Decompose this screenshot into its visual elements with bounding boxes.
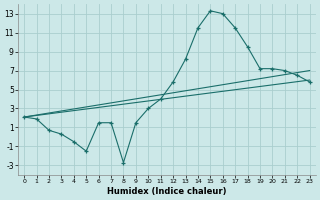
X-axis label: Humidex (Indice chaleur): Humidex (Indice chaleur) [107, 187, 227, 196]
